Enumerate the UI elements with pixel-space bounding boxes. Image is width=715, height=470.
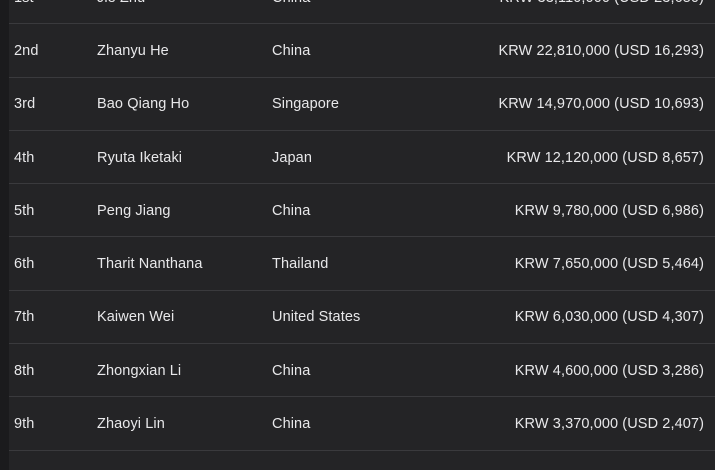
country-cell: United States xyxy=(272,309,361,326)
prize-cell: KRW 7,650,000 (USD 5,464) xyxy=(514,256,704,273)
rank-cell: 4th xyxy=(14,149,35,166)
prize-cell: KRW 9,780,000 (USD 6,986) xyxy=(514,202,704,219)
rank-cell: 3rd xyxy=(14,96,36,113)
table-row[interactable]: 9th Zhaoyi Lin China KRW 3,370,000 (USD … xyxy=(0,397,715,451)
country-cell: Singapore xyxy=(272,96,340,113)
table-row[interactable]: 6th Tharit Nanthana Thailand KRW 7,650,0… xyxy=(0,237,715,292)
player-cell: Peng Jiang xyxy=(97,202,171,219)
country-cell: China xyxy=(272,42,311,59)
rank-cell: 8th xyxy=(14,362,35,379)
prize-cell: KRW 4,600,000 (USD 3,286) xyxy=(514,362,704,379)
table-row[interactable]: 8th Zhongxian Li China KRW 4,600,000 (US… xyxy=(0,344,715,398)
rank-cell: 5th xyxy=(14,202,35,219)
prize-cell: KRW 14,970,000 (USD 10,693) xyxy=(498,96,704,113)
table-row[interactable]: 4th Ryuta Iketaki Japan KRW 12,120,000 (… xyxy=(0,130,715,185)
rank-cell: 7th xyxy=(14,309,35,326)
prize-cell: KRW 33,110,000 (USD 23,650) xyxy=(500,0,704,6)
country-cell: Japan xyxy=(272,149,313,166)
player-cell: Kaiwen Wei xyxy=(97,309,175,326)
prize-cell: KRW 6,030,000 (USD 4,307) xyxy=(514,309,704,326)
player-cell: Bao Qiang Ho xyxy=(97,96,190,113)
country-cell: China xyxy=(272,362,311,379)
rank-cell: 6th xyxy=(14,256,35,273)
rank-cell: 1st xyxy=(14,0,34,6)
country-cell: China xyxy=(272,0,310,6)
country-cell: China xyxy=(272,416,311,433)
player-cell: Ryuta Iketaki xyxy=(97,149,183,166)
table-row[interactable]: 1st Jie Zhu China KRW 33,110,000 (USD 23… xyxy=(0,0,715,25)
prize-cell: KRW 12,120,000 (USD 8,657) xyxy=(506,149,704,166)
country-cell: China xyxy=(272,202,311,219)
prize-cell: KRW 22,810,000 (USD 16,293) xyxy=(498,42,704,59)
table-row[interactable]: 2nd Zhanyu He China KRW 22,810,000 (USD … xyxy=(0,24,715,78)
rank-cell: 2nd xyxy=(14,42,39,59)
player-cell: Tharit Nanthana xyxy=(97,256,203,273)
rank-cell: 9th xyxy=(14,416,35,433)
player-cell: Zhongxian Li xyxy=(97,362,182,379)
prize-cell: KRW 3,370,000 (USD 2,407) xyxy=(514,416,704,433)
player-cell: Zhaoyi Lin xyxy=(97,416,165,433)
country-cell: Thailand xyxy=(272,256,329,273)
table-row[interactable]: 3rd Bao Qiang Ho Singapore KRW 14,970,00… xyxy=(0,77,715,132)
payout-rows-container: 1st Jie Zhu China KRW 33,110,000 (USD 23… xyxy=(0,0,715,451)
player-cell: Jie Zhu xyxy=(97,0,145,6)
table-row[interactable]: 5th Peng Jiang China KRW 9,780,000 (USD … xyxy=(0,184,715,238)
player-cell: Zhanyu He xyxy=(97,42,169,59)
table-row[interactable]: 7th Kaiwen Wei United States KRW 6,030,0… xyxy=(0,290,715,345)
